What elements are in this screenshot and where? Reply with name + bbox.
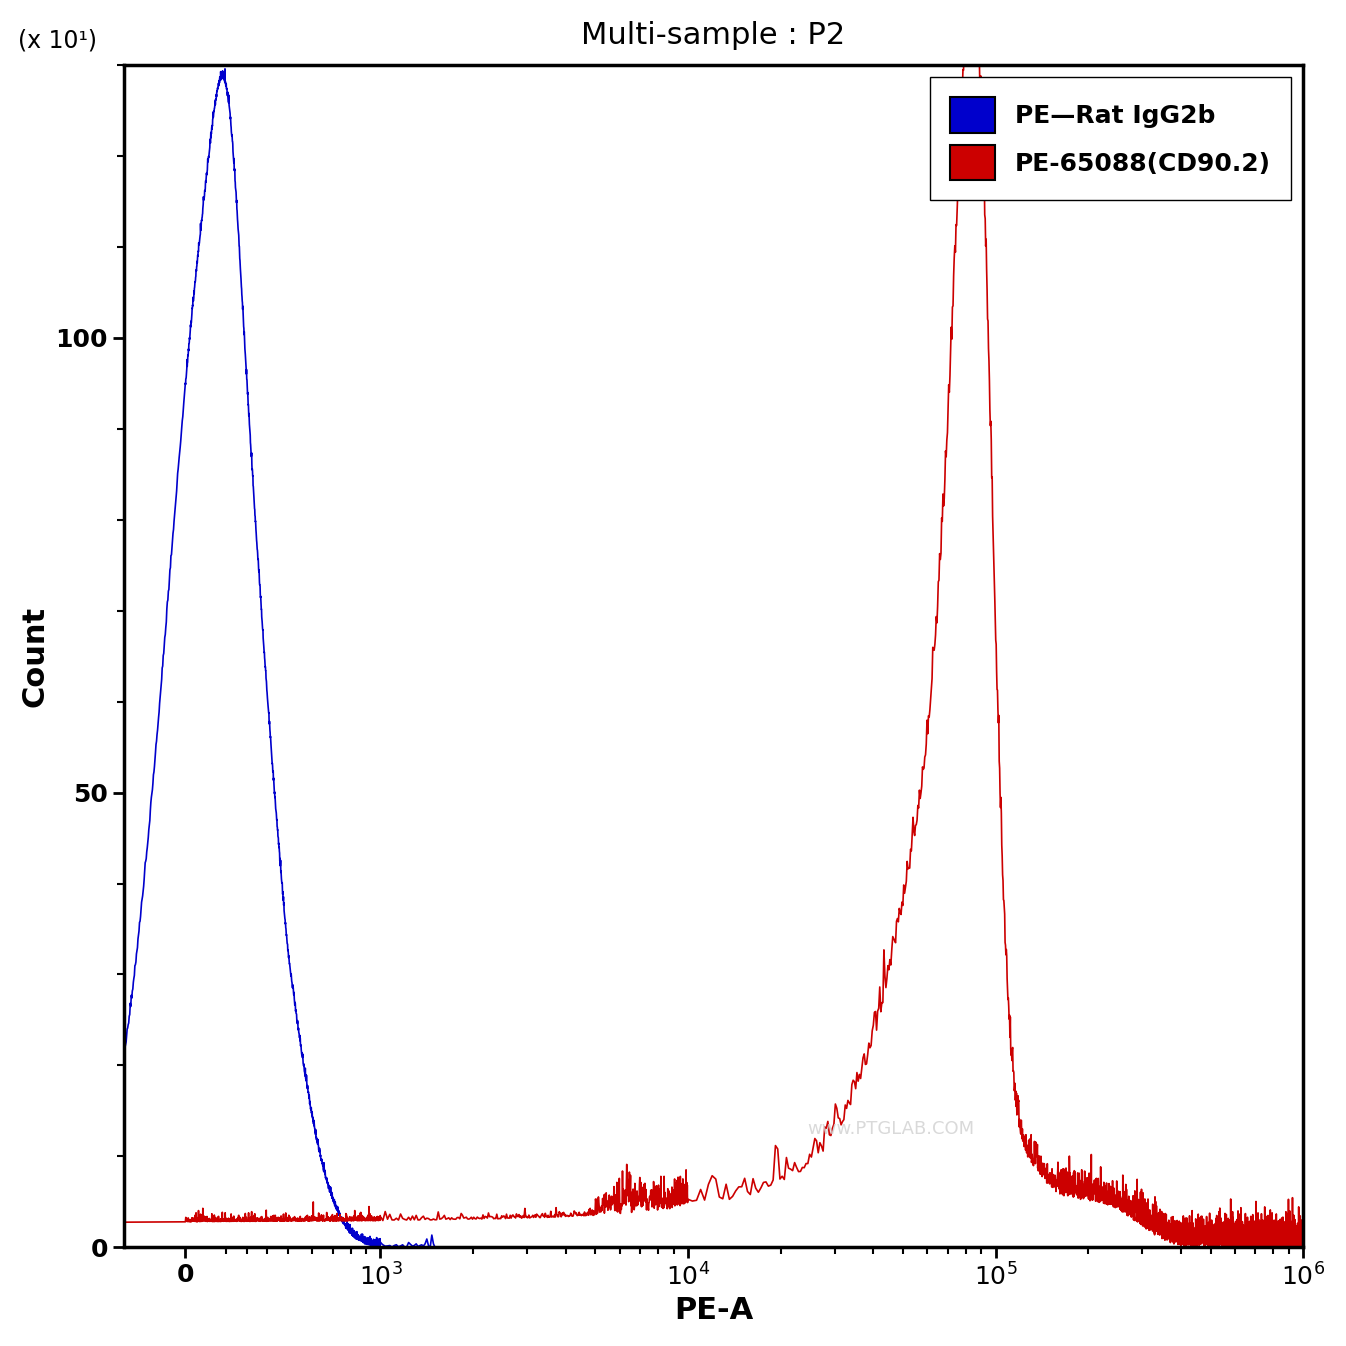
Text: www.PTGLAB.COM: www.PTGLAB.COM	[806, 1120, 975, 1139]
Legend: PE—Rat IgG2b, PE-65088(CD90.2): PE—Rat IgG2b, PE-65088(CD90.2)	[930, 77, 1291, 201]
Title: Multi-sample : P2: Multi-sample : P2	[581, 20, 845, 50]
Y-axis label: Count: Count	[20, 606, 50, 707]
X-axis label: PE-A: PE-A	[674, 1296, 754, 1326]
Text: (x 10¹): (x 10¹)	[17, 28, 97, 52]
